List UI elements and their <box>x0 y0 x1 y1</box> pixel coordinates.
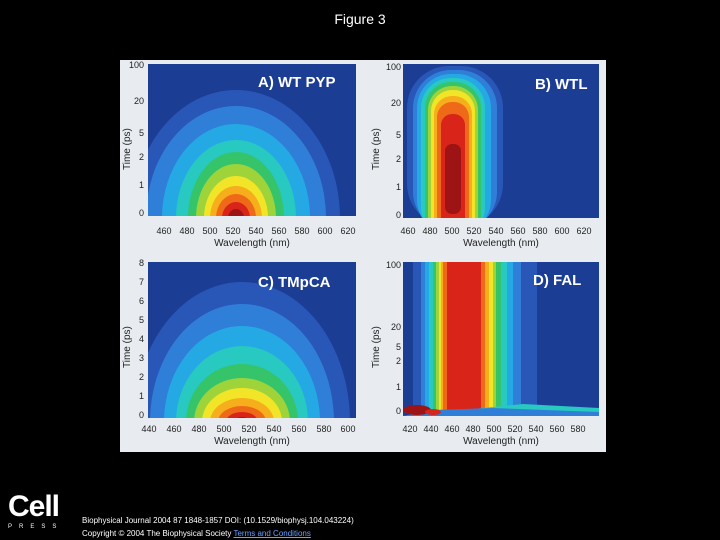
panel-a-xtick: 480 <box>179 226 195 236</box>
panel-b-ytick: 1 <box>395 182 401 192</box>
panel-b-label: B) WTL <box>535 76 588 93</box>
panel-b-xlabel: Wavelength (nm) <box>463 238 539 249</box>
panel-a-xtick: 460 <box>156 226 172 236</box>
citation-text: Biophysical Journal 2004 87 1848-1857 DO… <box>82 516 354 525</box>
panel-d-plot: D) FAL <box>403 262 599 416</box>
figure-image: Time (ps) 100 20 5 2 1 0 A) WT PYP 460 <box>120 60 606 452</box>
panel-d-xtick: 480 <box>465 424 481 434</box>
panel-d-xtick: 560 <box>549 424 565 434</box>
copyright-line: Copyright © 2004 The Biophysical Society… <box>82 529 311 538</box>
panel-b-ylabel: Time (ps) <box>371 128 382 170</box>
panel-c-label: C) TMpCA <box>258 274 331 291</box>
panel-a-plot: A) WT PYP <box>148 64 356 216</box>
panel-c-xtick: 480 <box>191 424 207 434</box>
panel-d-ytick: 1 <box>395 382 401 392</box>
panel-c-plot: C) TMpCA <box>148 262 356 418</box>
figure-title: Figure 3 <box>334 11 386 27</box>
panel-a-xtick: 560 <box>271 226 287 236</box>
cell-logo-word: Cell <box>8 490 60 523</box>
panel-d: Time (ps) 100 20 5 2 1 0 <box>365 258 606 452</box>
panel-d-xtick: 580 <box>570 424 586 434</box>
panel-b-ytick: 100 <box>385 62 401 72</box>
panel-a-xlabel: Wavelength (nm) <box>214 238 290 249</box>
panel-c-xtick: 560 <box>291 424 307 434</box>
panel-b-xtick: 520 <box>466 226 482 236</box>
cell-press-logo: Cell PRESS <box>8 490 64 531</box>
panel-d-xtick: 460 <box>444 424 460 434</box>
panel-c-xtick: 460 <box>166 424 182 434</box>
panel-c-xtick: 440 <box>141 424 157 434</box>
panel-a-xtick: 620 <box>340 226 356 236</box>
panel-c-xlabel: Wavelength (nm) <box>214 436 290 447</box>
panel-a-xtick: 540 <box>248 226 264 236</box>
panel-d-ytick: 20 <box>390 322 401 332</box>
panel-b-xtick: 460 <box>400 226 416 236</box>
panel-a-xtick: 580 <box>294 226 310 236</box>
panel-a-xtick: 500 <box>202 226 218 236</box>
panel-b-ytick: 0 <box>395 210 401 220</box>
panel-b-xtick: 500 <box>444 226 460 236</box>
panel-b-xtick: 600 <box>554 226 570 236</box>
panel-d-xtick: 540 <box>528 424 544 434</box>
panel-b-ytick: 20 <box>390 98 401 108</box>
panel-d-xtick: 440 <box>423 424 439 434</box>
panel-d-ytick: 5 <box>395 342 401 352</box>
panel-b-contour <box>403 64 599 218</box>
panel-c-ytick: 7 <box>138 277 144 287</box>
panel-d-contour <box>403 262 599 416</box>
panel-c-xtick: 540 <box>266 424 282 434</box>
panel-c-xtick: 600 <box>340 424 356 434</box>
panel-d-ytick: 0 <box>395 406 401 416</box>
panel-a-ytick: 2 <box>138 152 144 162</box>
panel-b: Time (ps) 100 20 5 2 1 0 B) WTL 46 <box>365 60 606 256</box>
panel-c-xtick: 520 <box>241 424 257 434</box>
panel-a-xtick: 600 <box>317 226 333 236</box>
copyright-text: Copyright © 2004 The Biophysical Society <box>82 529 232 538</box>
terms-link[interactable]: Terms and Conditions <box>233 529 311 538</box>
panel-c-contour <box>148 282 350 418</box>
panel-c-ytick: 0 <box>138 410 144 420</box>
panel-c-ytick: 8 <box>138 258 144 268</box>
panel-c-ytick: 6 <box>138 296 144 306</box>
panel-b-ytick: 5 <box>395 130 401 140</box>
panel-a-ytick: 1 <box>138 180 144 190</box>
panel-a-xtick: 520 <box>225 226 241 236</box>
panel-c-ytick: 2 <box>138 372 144 382</box>
panel-b-xtick: 560 <box>510 226 526 236</box>
panel-b-xtick: 580 <box>532 226 548 236</box>
panel-a-ytick: 20 <box>133 96 144 106</box>
panel-c-xtick: 500 <box>216 424 232 434</box>
cell-logo-press: PRESS <box>8 524 64 530</box>
panel-d-xtick: 520 <box>507 424 523 434</box>
panel-b-ytick: 2 <box>395 154 401 164</box>
panel-a-ytick: 0 <box>138 208 144 218</box>
panel-d-ytick: 2 <box>395 356 401 366</box>
panel-a-ytick: 100 <box>128 60 144 70</box>
panel-d-xlabel: Wavelength (nm) <box>463 436 539 447</box>
panel-a-ytick: 5 <box>138 128 144 138</box>
panel-c-xtick: 580 <box>316 424 332 434</box>
panel-c-ytick: 5 <box>138 315 144 325</box>
panel-c-ytick: 3 <box>138 353 144 363</box>
panel-c-ytick: 1 <box>138 391 144 401</box>
panel-b-xtick: 480 <box>422 226 438 236</box>
panel-a-label: A) WT PYP <box>258 74 336 91</box>
panel-a-contour <box>148 90 340 216</box>
panel-d-ylabel: Time (ps) <box>371 326 382 368</box>
panel-b-xtick: 540 <box>488 226 504 236</box>
panel-b-xtick: 620 <box>576 226 592 236</box>
panel-c: Time (ps) 8 7 6 5 4 3 2 1 0 C) TMpCA <box>120 258 363 452</box>
panel-b-plot: B) WTL <box>403 64 599 218</box>
panel-d-xtick: 420 <box>402 424 418 434</box>
panel-a: Time (ps) 100 20 5 2 1 0 A) WT PYP 460 <box>120 60 363 256</box>
panel-d-xtick: 500 <box>486 424 502 434</box>
panel-d-ytick: 100 <box>385 260 401 270</box>
panel-d-label: D) FAL <box>533 272 582 289</box>
panel-c-ytick: 4 <box>138 334 144 344</box>
